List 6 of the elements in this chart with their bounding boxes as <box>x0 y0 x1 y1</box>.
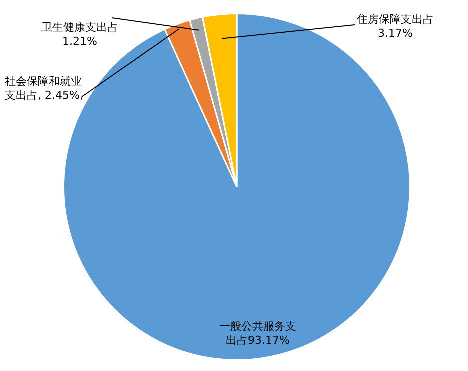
data-label: 1.21% <box>62 34 98 48</box>
slice-label: 卫生健康支出占 <box>42 20 118 34</box>
data-label: 3.17% <box>378 26 413 40</box>
slice-label: 一般公共服务支出占93.17% <box>220 320 296 347</box>
slice-label: 社会保障和就业支出占, 2.45%, <box>5 74 84 102</box>
slice-label: 住房保障支出占 <box>357 12 434 26</box>
